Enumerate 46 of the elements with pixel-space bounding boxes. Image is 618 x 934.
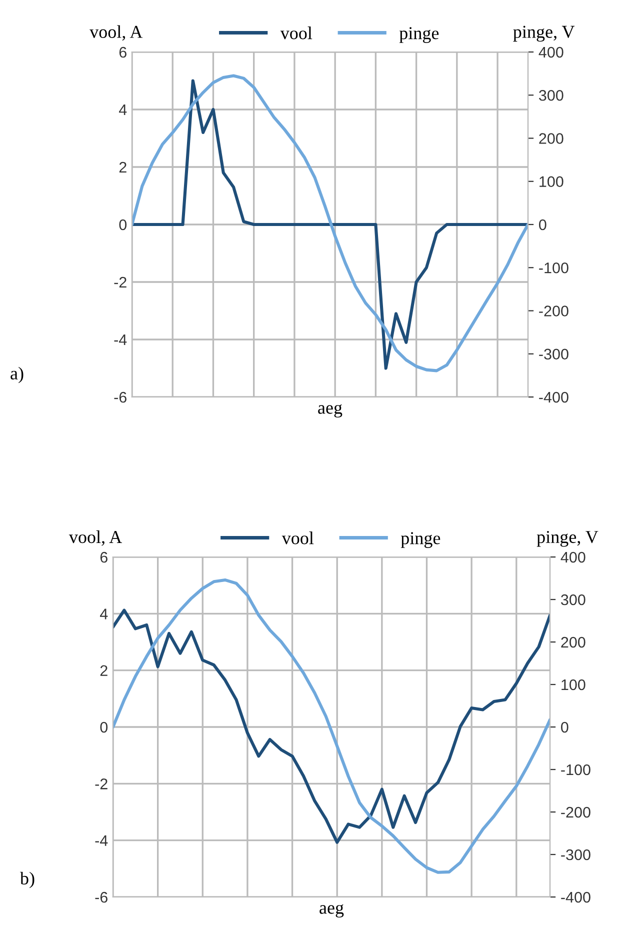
y-tick-label: -6 <box>95 892 108 903</box>
y-tick-label: -4 <box>95 835 108 846</box>
y-tick-label: 6 <box>119 46 126 58</box>
y-tick-label: 4 <box>100 608 108 620</box>
y2-tick-label: -200 <box>561 806 590 818</box>
legend-label: pinge <box>399 27 439 43</box>
y2-tick-label: 300 <box>561 594 586 606</box>
y2-tick-label: -300 <box>539 348 568 360</box>
y2-tick-label: -100 <box>539 262 568 274</box>
y2-tick-label: 200 <box>539 133 564 144</box>
y-tick-label: 0 <box>119 219 127 230</box>
y2-tick-label: -100 <box>561 764 590 776</box>
y-tick-label: -2 <box>95 778 108 790</box>
y2-tick-label: -400 <box>561 892 590 903</box>
legend-label: pinge <box>400 532 440 548</box>
y-tick-label: 2 <box>119 162 126 173</box>
text: b) <box>20 872 34 888</box>
y-axis-title: vool, A <box>68 530 122 546</box>
x-axis-title: aeg <box>320 904 344 918</box>
y-tick-label: -4 <box>114 334 127 346</box>
y2-tick-label: 0 <box>539 219 546 230</box>
y2-tick-label: 0 <box>561 722 568 733</box>
y-tick-label: -2 <box>114 276 126 288</box>
line-series <box>113 608 550 844</box>
y-tick-label: 0 <box>100 722 108 733</box>
text: a) <box>10 366 24 384</box>
y-axis-title: vool, A <box>90 25 143 41</box>
x-axis-title: aeg <box>318 404 342 418</box>
y-tick-label: 4 <box>118 104 127 116</box>
y2-tick-label: -400 <box>539 392 568 403</box>
line-series <box>113 578 550 874</box>
y-tick-label: -6 <box>114 392 126 403</box>
y2-axis-title: pinge, V <box>536 530 598 547</box>
y2-tick-label: -300 <box>561 849 590 860</box>
y2-tick-label: 100 <box>540 176 564 188</box>
y2-tick-label: -200 <box>539 306 568 316</box>
y2-tick-label: 200 <box>561 636 586 648</box>
legend-label: vool <box>280 26 312 40</box>
y2-tick-label: 400 <box>560 552 586 563</box>
y-tick-label: 6 <box>100 552 108 563</box>
y-tick-label: 2 <box>100 665 108 676</box>
y2-tick-label: 300 <box>539 90 564 101</box>
legend-label: vool <box>282 532 314 544</box>
y2-axis-title: pinge, V <box>513 26 575 42</box>
y2-tick-label: 400 <box>538 46 564 58</box>
y2-tick-label: 100 <box>562 679 586 690</box>
